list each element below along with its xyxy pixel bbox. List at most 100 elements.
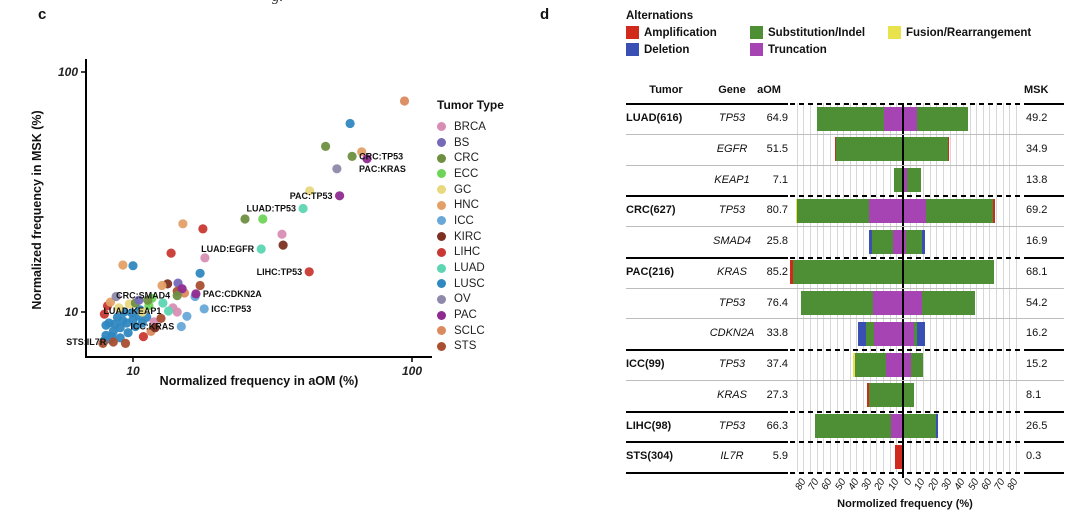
scatter-point [258,214,268,224]
bar-segment [903,352,912,377]
legend-dot-icon [437,216,446,226]
column-header-tumor: Tumor [649,84,683,96]
frequency-table: Tumor Gene aOM MSK LUAD(616) TP53 64.9 49.2… [616,80,1080,522]
bar-segment [903,260,994,285]
gene-cell: SMAD4 [713,235,751,247]
scatter-point [177,284,187,294]
msk-value: 34.9 [1026,142,1048,155]
bar-segment [913,321,917,346]
legend-label: ICC [454,214,474,227]
tumor-type-legend: Tumor Type BRCA BS CRC ECC GC HNC ICC KIRC LIHC L… [437,98,504,354]
bar-segment [926,198,994,223]
msk-value: 69.2 [1026,204,1048,217]
gene-cell: TP53 [718,204,746,217]
msk-value: 0.3 [1026,450,1042,463]
gene-cell: TP53 [718,419,746,432]
legend-dot-icon [437,279,446,289]
row-separator [626,379,1064,381]
scatter-point [200,253,210,263]
row-separator [626,226,1064,227]
scatter-point [172,291,182,301]
bar-segment [866,383,869,408]
scatter-point [278,240,288,250]
tumor-cell: LUAD(616) [626,112,683,124]
scatter-point [172,307,182,317]
bar-segment [853,352,855,377]
group-separator [626,349,788,351]
scatter-point [123,328,133,338]
gene-cell: KEAP1 [714,173,750,186]
bar-segment [886,352,903,377]
gene-cell: TP53 [718,296,746,309]
scatter-point [176,321,186,332]
scatter-point [163,306,174,316]
scatter-point [138,332,148,342]
scatter-point [130,321,140,332]
scatter-point [101,320,111,330]
legend-dot-icon [437,326,446,336]
scatter-point-label: CRC:TP53 [359,151,403,161]
legend-title: Tumor Type [437,98,504,112]
bar-segment [789,260,793,285]
bar-segment [903,198,926,223]
group-separator-dashed [790,256,1020,259]
tumor-cell: CRC(627) [626,204,676,217]
scatter-point-label: PAC:CDKN2A [203,289,262,299]
scatter-point [195,268,205,278]
msk-value: 16.9 [1026,235,1048,247]
group-separator [1024,410,1064,413]
scatter-point [198,224,208,234]
gene-cell: EGFR [716,142,748,155]
c-y-tick-label: 10 [65,305,79,319]
scatter-point [357,147,367,157]
scatter-point [150,323,160,333]
tumor-legend-item: LUAD [437,260,504,276]
scatter-point-label: LUAD:KEAP1 [103,306,161,316]
aom-value: 80.7 [766,204,788,217]
scatter-point [178,219,188,229]
scatter-point [158,298,168,308]
bar-segment [865,321,875,346]
tumor-legend-item: ECC [437,166,504,182]
tumor-legend-item: HNC [437,197,504,213]
d-axis-title: Normolized frequency (%) [837,498,973,510]
group-separator [626,441,788,444]
aom-value: 66.3 [766,419,788,432]
legend-dot-icon [437,122,446,132]
aom-value: 37.4 [766,358,788,370]
legend-dot-icon [437,232,446,242]
scatter-point [362,154,372,164]
tumor-cell: LIHC(98) [626,419,672,432]
bar-segment [868,383,903,408]
tumor-legend-item: SCLC [437,323,504,339]
gene-cell: TP53 [718,358,746,370]
scatter-point [166,248,176,258]
group-separator-dashed [790,441,1020,444]
gene-cell: KRAS [717,388,747,401]
tumor-legend-item: BS [437,135,504,151]
group-separator [626,410,788,413]
group-separator [1024,195,1064,198]
scatter-point-label: ICC:KRAS [130,322,174,332]
scatter-point-label: LUAD:TP53 [247,203,297,213]
scatter-point [118,260,128,270]
cropped-text-artifact: g. [272,0,298,9]
group-separator [626,256,788,259]
bar-segment [868,229,872,254]
group-separator-dashed [790,103,1020,105]
bar-segment [903,291,923,315]
scatter-point-label: LIHC:TP53 [257,267,303,277]
scatter-point [298,203,308,214]
bar-segment [792,260,903,285]
column-header-aom: aOM [757,84,781,96]
msk-value: 68.1 [1026,265,1048,278]
tumor-legend-item: STS [437,339,504,355]
bar-segment [905,229,923,254]
scatter-point [134,295,144,305]
tumor-legend-item: ICC [437,213,504,229]
scatter-point [137,307,147,317]
legend-items: Amplification Substitution/Indel Fusion/Re… [626,26,1031,56]
legend-label: HNC [454,199,479,212]
legend-label: LUSC [454,277,485,290]
group-separator [1024,256,1064,259]
